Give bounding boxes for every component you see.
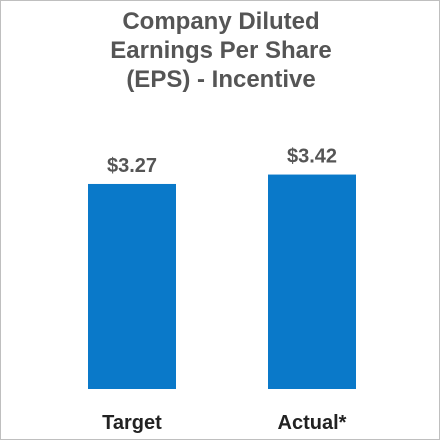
data-label: $3.27	[107, 155, 157, 177]
category-tick-label: Target	[102, 412, 162, 434]
data-label: $3.42	[287, 146, 337, 168]
category-tick-label: Actual*	[278, 412, 347, 434]
chart-title: Company Diluted Earnings Per Share (EPS)…	[110, 8, 332, 93]
bar-actual	[268, 174, 356, 389]
bars-layer: $3.27 Target $3.42 Actual*	[88, 146, 356, 434]
bar-target	[88, 183, 176, 389]
